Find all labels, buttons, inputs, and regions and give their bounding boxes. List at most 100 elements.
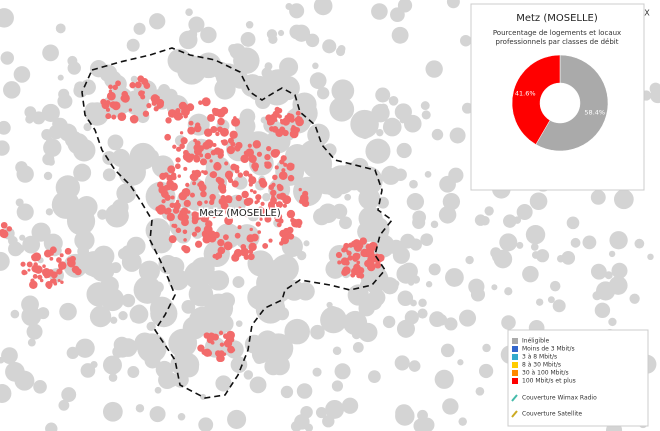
fiber-area <box>183 238 187 242</box>
built-area <box>592 291 602 301</box>
built-area <box>449 127 466 144</box>
fiber-area <box>215 256 219 261</box>
built-area <box>185 8 193 16</box>
built-area <box>418 298 427 308</box>
built-area <box>339 216 352 230</box>
close-button[interactable]: X <box>644 9 650 18</box>
fiber-area <box>248 182 253 187</box>
built-area <box>478 363 494 379</box>
built-area <box>312 367 322 377</box>
built-area <box>491 284 498 291</box>
fiber-area <box>264 161 272 169</box>
built-area <box>126 38 140 52</box>
fiber-area <box>255 194 262 201</box>
built-area <box>310 324 325 340</box>
built-area <box>530 243 539 251</box>
built-area <box>397 290 414 307</box>
fiber-area <box>366 259 375 269</box>
fiber-area <box>249 227 253 232</box>
built-area <box>394 168 407 181</box>
fiber-area <box>218 330 224 336</box>
built-area <box>365 138 391 164</box>
fiber-area <box>337 260 342 265</box>
built-area <box>499 233 518 252</box>
built-area <box>368 168 377 177</box>
built-area <box>265 82 278 94</box>
fiber-area <box>198 100 203 105</box>
fiber-area <box>196 200 203 207</box>
fiber-area <box>49 256 54 261</box>
fiber-area <box>245 148 255 158</box>
fiber-area <box>256 151 263 157</box>
fiber-area <box>221 139 229 146</box>
fiber-area <box>342 266 351 275</box>
fiber-area <box>253 210 258 215</box>
built-area <box>245 21 254 29</box>
built-area <box>535 298 544 306</box>
popup-title: Metz (MOSELLE) <box>516 13 598 24</box>
fiber-area <box>224 161 229 166</box>
built-area <box>428 263 441 276</box>
fiber-area <box>32 281 38 287</box>
fiber-area <box>278 171 288 180</box>
fiber-area <box>264 154 271 161</box>
built-area <box>647 253 654 261</box>
built-area <box>361 265 385 289</box>
built-area <box>13 66 31 83</box>
fiber-area <box>247 253 255 261</box>
fiber-area <box>157 101 164 109</box>
fiber-area <box>235 194 243 202</box>
fiber-area <box>53 281 58 286</box>
built-area <box>561 251 576 265</box>
built-area <box>470 287 486 302</box>
built-area <box>395 404 413 422</box>
built-area <box>164 88 178 103</box>
built-area <box>460 34 472 47</box>
built-area <box>315 407 327 419</box>
built-area <box>90 360 98 369</box>
fiber-area <box>117 112 127 121</box>
fiber-area <box>57 278 61 282</box>
fiber-area <box>231 117 241 127</box>
built-area <box>381 165 401 185</box>
fiber-area <box>204 139 214 149</box>
fiber-area <box>248 176 257 185</box>
fiber-area <box>243 208 247 213</box>
built-area <box>57 74 64 81</box>
built-area <box>243 370 254 380</box>
fiber-area <box>219 186 227 194</box>
built-area <box>134 332 156 354</box>
built-area <box>325 399 345 419</box>
fiber-area <box>197 344 205 352</box>
fiber-area <box>185 154 194 163</box>
built-area <box>181 300 196 314</box>
built-area <box>229 43 246 60</box>
fiber-area <box>268 238 273 243</box>
fiber-area <box>216 148 224 156</box>
built-area <box>359 174 366 181</box>
built-area <box>239 108 256 125</box>
built-area <box>313 0 333 16</box>
fiber-area <box>208 132 213 136</box>
built-area <box>90 266 101 277</box>
legend-label: 30 à 100 Mbit/s <box>522 370 569 377</box>
built-area <box>232 276 245 288</box>
fiber-area <box>281 168 286 173</box>
fiber-area <box>350 240 358 248</box>
built-area <box>200 26 217 44</box>
fiber-area <box>203 170 208 176</box>
fiber-area <box>276 183 283 190</box>
built-area <box>16 203 34 221</box>
built-area <box>591 264 607 280</box>
built-area <box>0 140 10 156</box>
fiber-area <box>169 202 175 209</box>
fiber-area <box>175 108 181 114</box>
built-area <box>249 376 267 394</box>
built-area <box>279 80 296 96</box>
fiber-area <box>233 210 241 218</box>
built-area <box>270 355 290 376</box>
built-area <box>329 96 355 122</box>
fiber-area <box>202 234 212 244</box>
